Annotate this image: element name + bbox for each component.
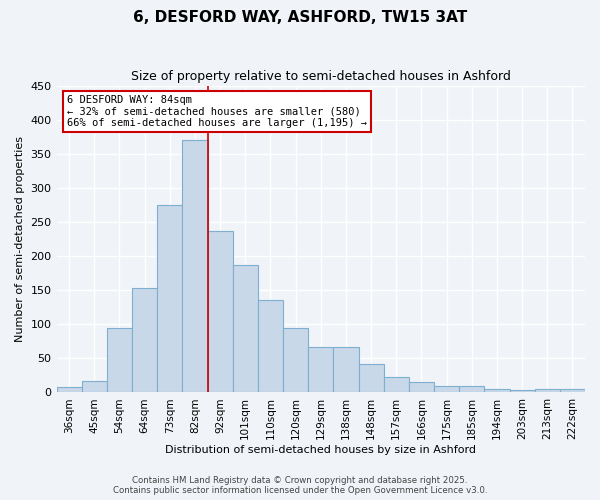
Bar bbox=[258, 300, 283, 392]
Text: Contains HM Land Registry data © Crown copyright and database right 2025.
Contai: Contains HM Land Registry data © Crown c… bbox=[113, 476, 487, 495]
Title: Size of property relative to semi-detached houses in Ashford: Size of property relative to semi-detach… bbox=[131, 70, 511, 83]
Bar bbox=[560, 389, 585, 392]
Y-axis label: Number of semi-detached properties: Number of semi-detached properties bbox=[15, 136, 25, 342]
Bar bbox=[283, 328, 308, 392]
Bar bbox=[535, 389, 560, 392]
Bar bbox=[107, 328, 132, 392]
Bar bbox=[82, 381, 107, 392]
Text: 6 DESFORD WAY: 84sqm
← 32% of semi-detached houses are smaller (580)
66% of semi: 6 DESFORD WAY: 84sqm ← 32% of semi-detac… bbox=[67, 95, 367, 128]
Bar bbox=[233, 265, 258, 392]
X-axis label: Distribution of semi-detached houses by size in Ashford: Distribution of semi-detached houses by … bbox=[165, 445, 476, 455]
Bar bbox=[459, 386, 484, 392]
Bar bbox=[383, 377, 409, 392]
Bar bbox=[359, 364, 383, 392]
Bar bbox=[182, 140, 208, 392]
Text: 6, DESFORD WAY, ASHFORD, TW15 3AT: 6, DESFORD WAY, ASHFORD, TW15 3AT bbox=[133, 10, 467, 25]
Bar bbox=[334, 348, 359, 393]
Bar bbox=[409, 382, 434, 392]
Bar bbox=[434, 386, 459, 392]
Bar bbox=[208, 231, 233, 392]
Bar bbox=[509, 390, 535, 392]
Bar bbox=[157, 205, 182, 392]
Bar bbox=[484, 389, 509, 392]
Bar bbox=[132, 288, 157, 393]
Bar bbox=[308, 347, 334, 393]
Bar bbox=[56, 387, 82, 392]
